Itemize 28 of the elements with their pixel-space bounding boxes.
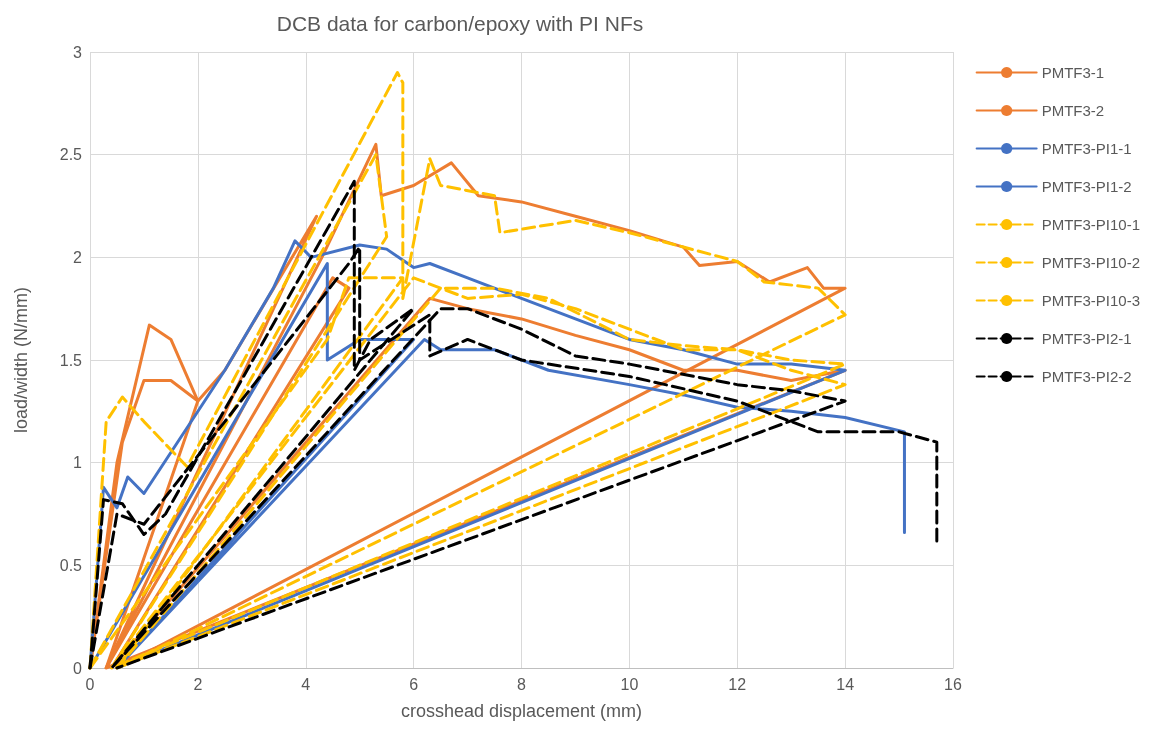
y-tick-label: 1 <box>73 454 83 472</box>
y-tick-label: 3 <box>73 43 83 61</box>
x-tick-label: 4 <box>301 675 311 693</box>
chart-title: DCB data for carbon/epoxy with PI NFs <box>276 12 644 35</box>
x-axis-title: crosshead displacement (mm) <box>400 701 643 721</box>
x-tick-label: 6 <box>409 675 419 693</box>
x-tick-label: 8 <box>517 675 527 693</box>
x-tick-label: 14 <box>836 675 855 693</box>
y-tick-label: 0.5 <box>59 556 83 574</box>
legend-label: PMTF3-1 <box>1041 64 1105 81</box>
legend-label: PMTF3-PI2-1 <box>1041 330 1132 347</box>
x-tick-label: 10 <box>620 675 639 693</box>
x-tick-label: 12 <box>728 675 747 693</box>
y-tick-label: 1.5 <box>59 351 83 369</box>
y-tick-label: 2.5 <box>59 146 83 164</box>
legend-label: PMTF3-PI10-1 <box>1041 216 1140 233</box>
legend-label: PMTF3-PI10-3 <box>1041 292 1140 309</box>
legend-label: PMTF3-2 <box>1041 102 1105 119</box>
y-tick-label: 0 <box>73 659 83 677</box>
legend-label: PMTF3-PI1-2 <box>1041 178 1132 195</box>
x-tick-label: 2 <box>193 675 203 693</box>
legend-label: PMTF3-PI2-2 <box>1041 368 1132 385</box>
x-tick-label: 0 <box>85 675 95 693</box>
legend-label: PMTF3-PI1-1 <box>1041 140 1132 157</box>
x-tick-label: 16 <box>944 675 962 693</box>
y-axis-title: load/width (N/mm) <box>11 286 31 434</box>
y-tick-label: 2 <box>73 248 83 266</box>
legend-label: PMTF3-PI10-2 <box>1041 254 1140 271</box>
